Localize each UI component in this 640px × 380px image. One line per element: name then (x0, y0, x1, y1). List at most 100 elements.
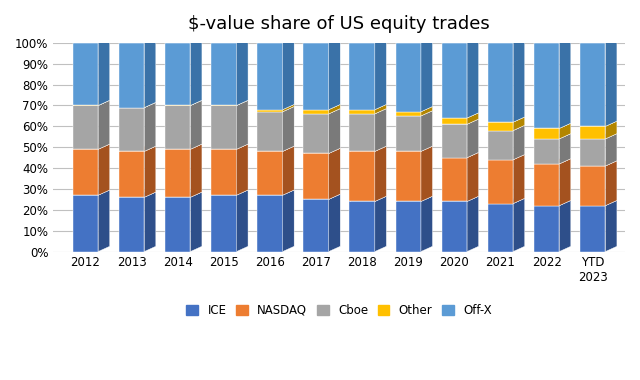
Polygon shape (396, 111, 433, 116)
Polygon shape (580, 139, 605, 166)
Polygon shape (257, 105, 294, 110)
Polygon shape (98, 144, 109, 195)
Polygon shape (144, 146, 156, 197)
Polygon shape (375, 38, 387, 110)
Polygon shape (257, 195, 283, 252)
Polygon shape (580, 134, 617, 139)
Polygon shape (513, 125, 525, 160)
Polygon shape (605, 200, 617, 252)
Polygon shape (237, 38, 248, 106)
Polygon shape (488, 160, 513, 204)
Polygon shape (119, 197, 144, 252)
Polygon shape (467, 119, 479, 158)
Polygon shape (349, 201, 375, 252)
Polygon shape (375, 196, 387, 252)
Polygon shape (165, 197, 191, 252)
Polygon shape (237, 100, 248, 106)
Polygon shape (559, 159, 571, 206)
Polygon shape (237, 100, 248, 149)
Polygon shape (349, 110, 375, 114)
Polygon shape (349, 38, 387, 43)
Polygon shape (396, 43, 421, 112)
Polygon shape (396, 112, 421, 116)
Polygon shape (580, 43, 605, 126)
Polygon shape (421, 106, 433, 116)
Polygon shape (303, 154, 329, 200)
Polygon shape (396, 38, 433, 43)
Polygon shape (73, 100, 109, 106)
Polygon shape (257, 146, 294, 151)
Polygon shape (283, 190, 294, 252)
Polygon shape (303, 105, 340, 110)
Polygon shape (73, 38, 109, 43)
Polygon shape (329, 148, 340, 200)
Polygon shape (396, 201, 421, 252)
Polygon shape (73, 43, 98, 106)
Polygon shape (237, 190, 248, 252)
Polygon shape (144, 102, 156, 151)
Polygon shape (165, 149, 191, 197)
Polygon shape (580, 200, 617, 206)
Polygon shape (488, 125, 525, 130)
Polygon shape (349, 151, 375, 201)
Polygon shape (73, 149, 98, 195)
Polygon shape (421, 38, 433, 112)
Polygon shape (605, 134, 617, 166)
Polygon shape (513, 117, 525, 130)
Polygon shape (257, 151, 283, 195)
Polygon shape (191, 38, 202, 106)
Polygon shape (442, 152, 479, 158)
Polygon shape (396, 116, 421, 151)
Polygon shape (534, 164, 559, 206)
Polygon shape (605, 161, 617, 206)
Polygon shape (442, 38, 479, 43)
Polygon shape (119, 146, 156, 151)
Polygon shape (329, 194, 340, 252)
Polygon shape (580, 206, 605, 252)
Polygon shape (257, 38, 294, 43)
Polygon shape (534, 139, 559, 164)
Polygon shape (165, 43, 191, 106)
Polygon shape (580, 166, 605, 206)
Polygon shape (349, 105, 387, 110)
Polygon shape (144, 38, 156, 108)
Polygon shape (442, 201, 467, 252)
Polygon shape (559, 134, 571, 164)
Polygon shape (73, 195, 98, 252)
Polygon shape (211, 190, 248, 195)
Polygon shape (442, 158, 467, 201)
Polygon shape (144, 102, 156, 108)
Polygon shape (119, 108, 144, 151)
Polygon shape (580, 121, 617, 126)
Polygon shape (488, 38, 525, 43)
Polygon shape (442, 43, 467, 118)
Polygon shape (421, 196, 433, 252)
Polygon shape (191, 192, 202, 252)
Polygon shape (467, 38, 479, 118)
Polygon shape (329, 38, 340, 110)
Polygon shape (73, 100, 109, 106)
Polygon shape (329, 105, 340, 114)
Polygon shape (605, 121, 617, 139)
Polygon shape (191, 144, 202, 197)
Polygon shape (73, 144, 109, 149)
Polygon shape (119, 38, 156, 43)
Polygon shape (73, 106, 98, 149)
Polygon shape (119, 102, 156, 108)
Polygon shape (303, 148, 340, 154)
Polygon shape (237, 144, 248, 195)
Polygon shape (488, 122, 513, 130)
Polygon shape (303, 200, 329, 252)
Polygon shape (211, 38, 248, 43)
Polygon shape (98, 100, 109, 106)
Polygon shape (119, 192, 156, 197)
Polygon shape (349, 114, 375, 151)
Polygon shape (257, 43, 283, 110)
Polygon shape (534, 38, 571, 43)
Polygon shape (442, 196, 479, 201)
Polygon shape (98, 190, 109, 252)
Polygon shape (303, 114, 329, 154)
Polygon shape (119, 151, 144, 197)
Polygon shape (534, 159, 571, 164)
Polygon shape (534, 128, 559, 139)
